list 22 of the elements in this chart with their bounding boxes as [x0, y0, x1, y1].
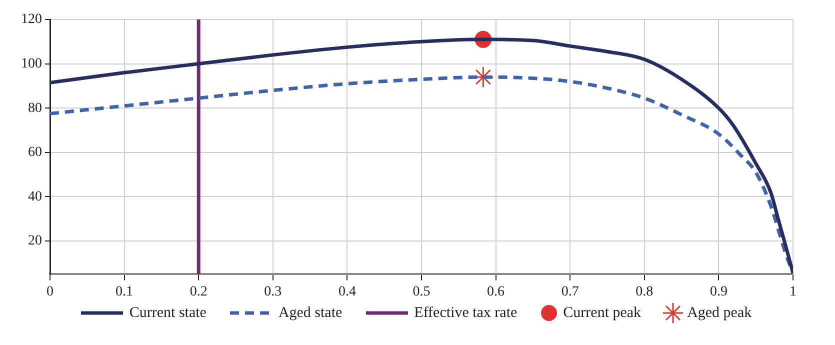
x-tick-label: 0.5 — [412, 284, 430, 300]
y-tick-label: 40 — [28, 189, 42, 204]
legend-label: Current peak — [563, 304, 642, 322]
legend-label: Aged state — [278, 304, 342, 322]
x-tick-label: 0.1 — [116, 284, 134, 300]
y-tick-label: 100 — [21, 56, 42, 72]
legend-label: Aged peak — [687, 304, 752, 322]
x-tick-label: 0.2 — [190, 284, 208, 300]
x-tick-label: 0.9 — [710, 284, 728, 300]
x-tick-label: 0.3 — [264, 284, 282, 300]
x-tick-label: 0 — [46, 284, 54, 300]
x-tick-label: 0.7 — [561, 284, 579, 300]
x-tick-label: 0.8 — [636, 284, 654, 300]
y-tick-label: 20 — [28, 234, 42, 249]
y-tick-label: 80 — [28, 100, 42, 116]
legend-label: Current state — [129, 304, 206, 322]
y-tick-label: 120 — [21, 12, 42, 28]
y-tick-label: 60 — [28, 145, 42, 160]
x-tick-label: 0.6 — [487, 284, 505, 300]
legend-label: Effective tax rate — [414, 304, 518, 322]
x-tick-label: 0.4 — [338, 284, 356, 300]
x-tick-label: 1 — [790, 284, 796, 300]
